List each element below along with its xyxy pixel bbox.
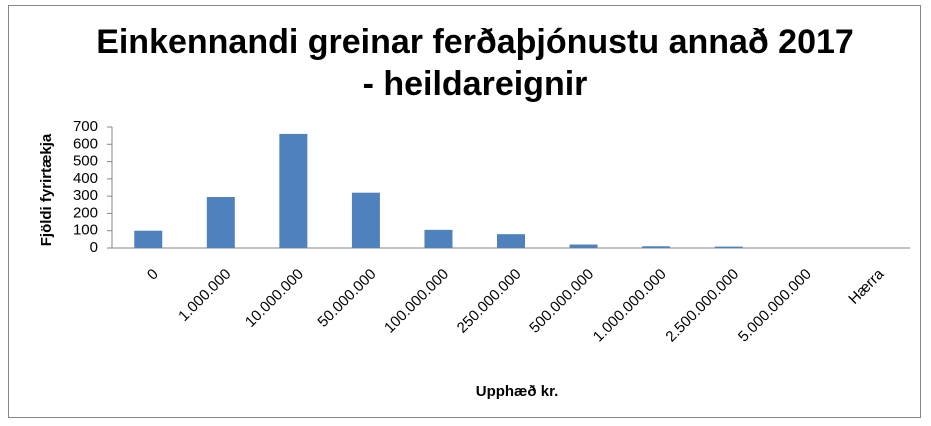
bar (714, 246, 743, 248)
y-tick-label: 0 (90, 239, 98, 256)
y-tick-label: 200 (73, 204, 98, 221)
chart-title: - heildareignir (363, 65, 588, 103)
bar (497, 234, 525, 248)
bar (569, 244, 598, 248)
y-tick-label: 500 (73, 153, 98, 170)
chart-frame (8, 5, 921, 418)
bar (351, 192, 380, 248)
y-tick-label: 700 (73, 118, 98, 135)
x-axis-label: Upphæð kr. (476, 383, 559, 400)
chart-title: Einkennandi greinar ferðaþjónustu annað … (96, 23, 854, 61)
y-axis-label: Fjöldi fyrirtækja (38, 133, 55, 246)
y-tick-label: 600 (73, 135, 98, 152)
bar (134, 230, 163, 248)
bar (206, 197, 235, 248)
bar (424, 229, 453, 248)
bar (642, 246, 671, 248)
y-tick-label: 300 (73, 187, 98, 204)
y-tick-label: 100 (73, 222, 98, 239)
y-tick-label: 400 (73, 170, 98, 187)
bar (279, 133, 308, 248)
